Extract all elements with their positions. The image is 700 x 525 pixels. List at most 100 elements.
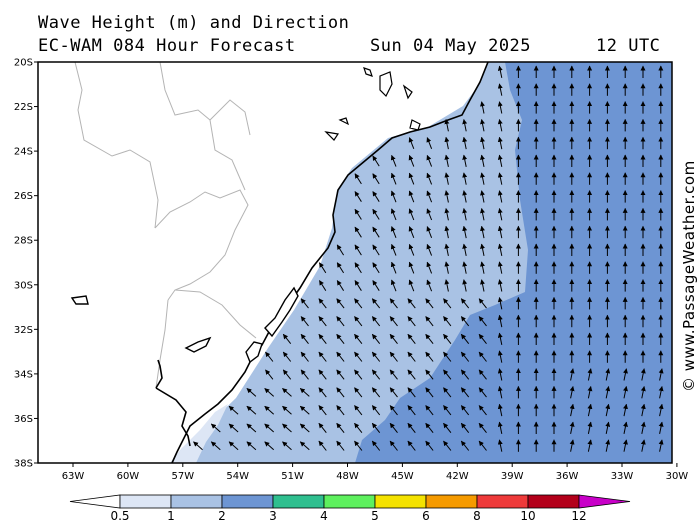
wave-arrow	[354, 333, 363, 345]
lon-label: 48W	[336, 471, 359, 482]
country-borders	[74, 61, 257, 389]
wave-arrow	[425, 351, 434, 362]
wave-arrow	[480, 243, 485, 256]
wave-arrow	[372, 173, 380, 185]
wave-arrow	[587, 403, 593, 417]
lat-label: 36S	[14, 414, 33, 425]
colorbar-label: 3	[269, 509, 277, 523]
wave-arrow	[478, 422, 487, 434]
wave-arrow	[480, 172, 485, 185]
wave-arrow	[318, 316, 327, 327]
wave-arrow	[443, 316, 452, 327]
plot-frame	[37, 61, 673, 464]
wave-arrow	[462, 208, 468, 221]
wave-arrow	[265, 351, 274, 362]
wave-arrow	[354, 316, 363, 327]
wave-arrow	[426, 243, 433, 256]
wave-arrow	[497, 439, 503, 452]
lake-west	[70, 295, 89, 305]
wave-arrow	[497, 279, 503, 292]
wave-arrow	[265, 369, 274, 380]
wave-arrow	[497, 403, 503, 417]
colorbar-label: 12	[571, 509, 586, 523]
wave-arrow	[462, 154, 468, 167]
wave-arrow	[282, 369, 292, 380]
lon-label: 51W	[281, 471, 304, 482]
lat-label: 26S	[14, 191, 33, 202]
wave-arrow	[246, 405, 257, 415]
wave-arrow	[389, 387, 398, 398]
wave-arrow	[408, 172, 415, 185]
colorbar-segment	[221, 494, 274, 509]
wave-arrow	[462, 190, 468, 203]
wave-arrow	[390, 154, 397, 167]
wave-arrow	[497, 332, 503, 345]
colorbar-label: 4	[320, 509, 328, 523]
wave-arrow	[443, 333, 452, 345]
wave-arrow	[371, 369, 381, 380]
wave-arrow	[354, 208, 362, 220]
wave-arrow	[460, 387, 470, 398]
wave-arrow	[336, 422, 345, 434]
lon-label: 30W	[666, 471, 689, 482]
wave-arrow	[497, 101, 503, 114]
wave-arrow	[425, 369, 434, 380]
wave-arrow	[210, 441, 221, 451]
wave-arrow	[282, 333, 292, 345]
wave-arrow	[336, 333, 345, 345]
wave-arrow	[425, 387, 434, 398]
wave-arrow	[354, 369, 363, 380]
lagoa-mirim	[245, 341, 263, 364]
wave-arrow	[460, 369, 470, 380]
wave-arrow	[658, 439, 664, 452]
wave-arrow	[336, 351, 345, 362]
wave-arrow	[390, 226, 397, 238]
wave-arrow	[282, 405, 292, 415]
wave-arrow	[246, 423, 257, 433]
wave-arrow	[426, 190, 433, 203]
wave-arrow	[443, 405, 452, 416]
wave-arrow	[407, 422, 416, 434]
wave-arrow	[426, 226, 433, 238]
wave-arrow	[336, 298, 345, 309]
wave-arrow	[462, 243, 468, 256]
wave-arrow	[300, 316, 309, 327]
credit-text: © www.PassageWeather.com	[680, 160, 698, 392]
wave-arrow	[372, 208, 380, 220]
wave-arrow	[425, 440, 434, 451]
lon-label: 42W	[446, 471, 469, 482]
wave-arrow	[444, 279, 450, 292]
wave-arrow	[640, 386, 646, 399]
wave-arrow	[390, 279, 397, 292]
wave-arrow	[444, 190, 450, 203]
wave-arrow	[605, 421, 611, 434]
wave-arrow	[299, 441, 310, 451]
lat-label: 22S	[14, 102, 33, 113]
wave-arrow	[408, 154, 415, 167]
wave-arrow	[354, 226, 362, 238]
colorbar-label: 0.5	[110, 509, 129, 523]
wave-arrow	[426, 261, 433, 274]
wave-arrow	[460, 351, 470, 362]
wave-arrow	[371, 387, 381, 398]
wave-arrow	[480, 261, 485, 274]
wave-arrow	[407, 351, 416, 362]
wave-arrow	[658, 421, 664, 434]
wave-arrow	[407, 387, 416, 398]
wave-arrow	[371, 351, 381, 362]
wave-arrow	[623, 421, 628, 434]
wave-arrow	[425, 333, 434, 345]
wave-arrow	[497, 225, 503, 239]
wave-direction-arrows	[193, 65, 664, 452]
wave-arrow	[371, 422, 381, 434]
lon-label: 39W	[501, 471, 524, 482]
wave-arrow	[460, 422, 470, 434]
wave-arrow	[354, 244, 362, 256]
wave-arrow	[408, 208, 415, 221]
colorbar-segment	[425, 494, 478, 509]
wave-arrow	[407, 405, 416, 416]
wave-arrow	[354, 173, 362, 185]
wave-arrow	[389, 422, 398, 434]
wave-arrow	[605, 403, 611, 417]
